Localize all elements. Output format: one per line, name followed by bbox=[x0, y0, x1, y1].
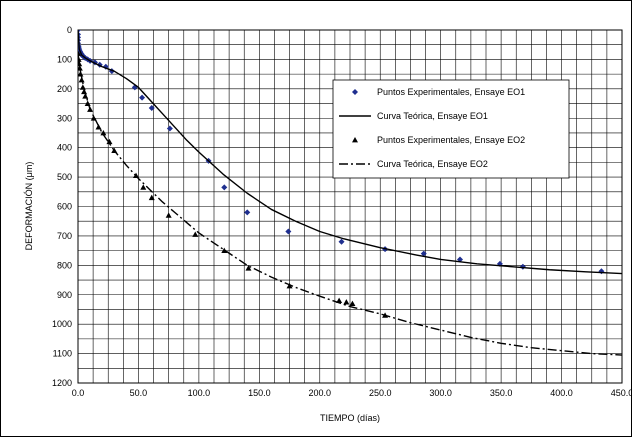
legend-label: Curva Teórica, Ensaye EO2 bbox=[377, 159, 488, 169]
series-line bbox=[78, 53, 622, 356]
data-point-triangle bbox=[82, 93, 89, 99]
data-point-triangle bbox=[245, 265, 252, 271]
series-2 bbox=[78, 30, 622, 275]
data-point-triangle bbox=[286, 282, 293, 289]
plot-area-border bbox=[77, 29, 623, 384]
x-tick-label: 100.0 bbox=[188, 388, 211, 398]
legend-label: Puntos Experimentales, Ensaye EO2 bbox=[377, 135, 525, 145]
series-layer bbox=[78, 30, 622, 356]
x-tick-label: 150.0 bbox=[248, 388, 271, 398]
data-point-diamond bbox=[244, 209, 251, 216]
y-tick-label: 1200 bbox=[52, 378, 72, 388]
data-point-triangle bbox=[165, 212, 172, 218]
data-point-diamond bbox=[139, 94, 146, 101]
legend-label: Puntos Experimentales, Ensaye EO1 bbox=[377, 87, 525, 97]
x-axis-title: TIEMPO (días) bbox=[320, 413, 380, 423]
y-tick-label: 700 bbox=[57, 231, 72, 241]
x-tick-label: 200.0 bbox=[309, 388, 332, 398]
data-point-triangle bbox=[78, 77, 85, 83]
x-tick-label: 350.0 bbox=[490, 388, 513, 398]
y-tick-label: 100 bbox=[57, 54, 72, 64]
y-tick-label: 400 bbox=[57, 143, 72, 153]
data-point-diamond bbox=[221, 184, 228, 191]
data-point-triangle bbox=[343, 299, 350, 305]
x-tick-labels: 0.0 50.0 100.0 150.0 200.0 250.0 300.0 350.0 400… bbox=[72, 388, 632, 398]
series-line bbox=[78, 30, 622, 275]
y-tick-label: 800 bbox=[57, 260, 72, 270]
y-tick-label: 1000 bbox=[52, 319, 72, 329]
y-tick-labels: 0 100 200 300 400 500 600 700 800 900 1000 1100 1200 bbox=[52, 25, 72, 388]
series-4 bbox=[78, 53, 622, 356]
y-axis-title: DEFORMACIÓN (μm) bbox=[24, 162, 34, 251]
data-point-triangle bbox=[349, 300, 356, 306]
legend: Puntos Experimentales, Ensaye EO1 Curva T… bbox=[332, 79, 570, 179]
x-tick-label: 400.0 bbox=[550, 388, 573, 398]
y-tick-label: 1100 bbox=[53, 349, 72, 359]
y-tick-label: 500 bbox=[57, 172, 72, 182]
data-point-diamond bbox=[148, 104, 155, 111]
x-tick-label: 450.0 bbox=[611, 388, 632, 398]
x-tick-label: 0.0 bbox=[72, 388, 85, 398]
legend-swatch-triangle bbox=[352, 137, 358, 143]
data-point-triangle bbox=[192, 231, 199, 237]
x-tick-label: 300.0 bbox=[429, 388, 452, 398]
y-tick-label: 200 bbox=[57, 84, 72, 94]
data-point-diamond bbox=[285, 228, 292, 235]
data-point-triangle bbox=[106, 138, 113, 145]
y-tick-label: 0 bbox=[67, 25, 72, 35]
data-point-triangle bbox=[100, 129, 107, 136]
data-point-diamond bbox=[420, 250, 427, 257]
data-point-diamond bbox=[166, 125, 173, 132]
legend-box bbox=[332, 79, 570, 179]
x-tick-label: 50.0 bbox=[130, 388, 148, 398]
data-point-triangle bbox=[148, 194, 155, 201]
legend-swatch-diamond bbox=[352, 89, 358, 95]
y-tick-label: 600 bbox=[57, 202, 72, 212]
data-point-diamond bbox=[338, 238, 345, 245]
data-point-triangle bbox=[140, 184, 147, 190]
y-tick-label: 900 bbox=[57, 290, 72, 300]
x-tick-label: 250.0 bbox=[369, 388, 392, 398]
legend-label: Curva Teórica, Ensaye EO1 bbox=[377, 111, 488, 121]
y-tick-label: 300 bbox=[57, 113, 72, 123]
